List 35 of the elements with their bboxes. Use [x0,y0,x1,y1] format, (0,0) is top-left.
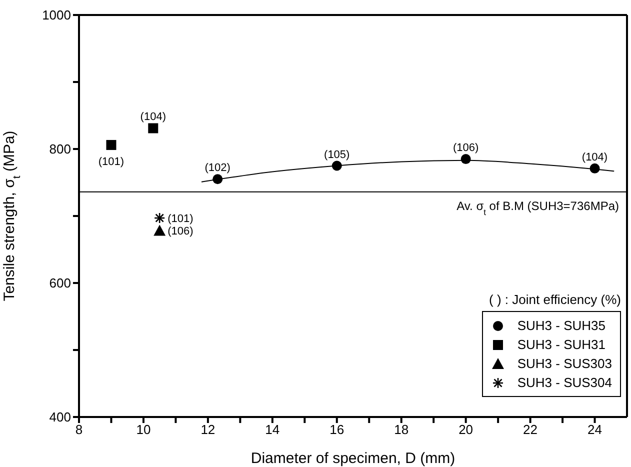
legend-title: ( ) : Joint efficiency (%) [488,292,621,307]
x-tick-label: 12 [200,422,216,438]
annotation: (104) [140,111,166,124]
annotation: (102) [204,162,230,174]
x-tick-label: 22 [523,422,538,438]
point [590,163,600,174]
annotation: (106) [168,226,194,238]
x-axis-title: Diameter of specimen, D (mm) [250,450,456,467]
ref-line-label: Av. σ$_{t}$ of B.M (SUH3=736MPa) [456,198,619,217]
point [212,174,223,184]
x-tick-label: 14 [265,422,280,438]
point [148,123,158,134]
y-tick-label: 600 [49,276,71,291]
x-tick-label: 18 [394,422,409,438]
legend-label: SUH3 - SUS303 [517,356,612,371]
y-tick-label: 400 [49,410,71,425]
x-tick-label: 24 [588,422,602,438]
annotation: (105) [324,148,350,161]
legend-label: SUH3 - SUS304 [517,375,612,390]
point [460,154,471,164]
annotation: (101) [98,156,124,168]
legend-label: SUH3 - SUH31 [517,337,606,352]
point [332,160,342,171]
point [106,140,116,150]
annotation: (101) [168,213,194,226]
x-tick-label: 16 [330,422,344,438]
point [154,224,166,236]
x-tick-label: 20 [458,422,474,438]
legend-label: SUH3 - SUH35 [517,318,606,333]
y-tick-label: 800 [49,142,71,157]
annotation: (106) [452,142,479,154]
x-tick-label: 8 [75,422,83,438]
annotation: (104) [582,151,608,164]
x-tick-label: 10 [136,422,151,438]
y-tick-label: 1000 [42,8,71,23]
